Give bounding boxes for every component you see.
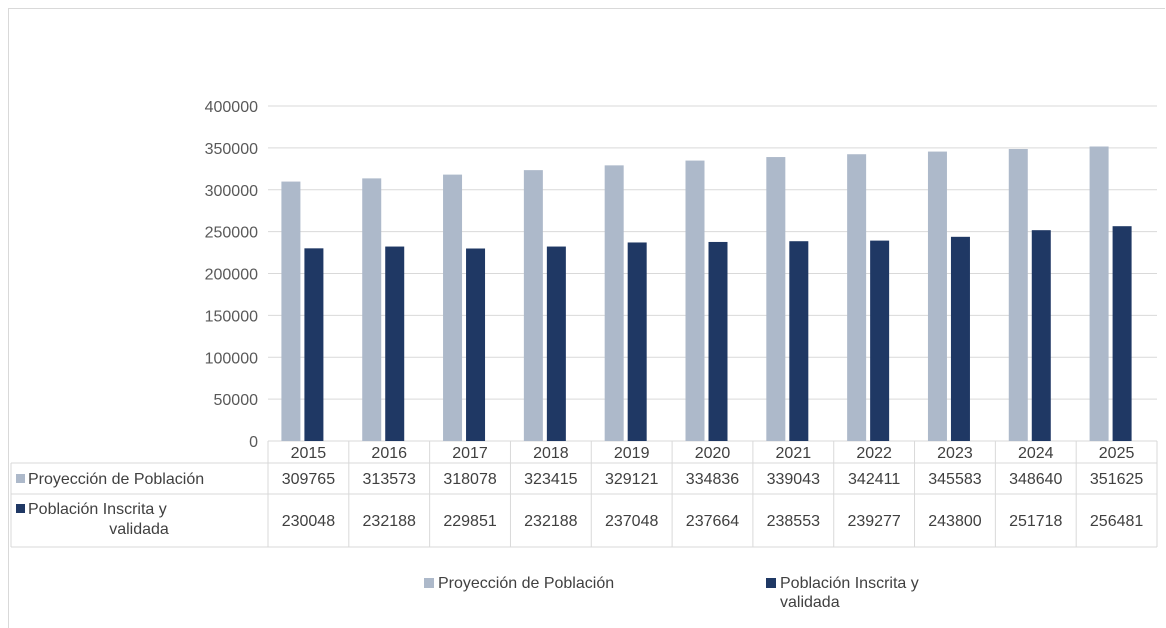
bar-proyeccion (523, 170, 543, 441)
bar-inscrita (385, 246, 405, 441)
table-swatch-proyeccion (16, 474, 25, 483)
chart-canvas: 0 50000 100000 150000 200000 250000 300000 3500… (10, 99, 1158, 548)
y-tick-label: 300000 (205, 183, 258, 200)
table-cell-proyeccion: 309765 (282, 471, 335, 488)
legend-label-inscrita-line2: validada (780, 594, 840, 611)
bar-inscrita (466, 248, 486, 441)
table-row-label-inscrita-line1: Población Inscrita y (28, 501, 167, 518)
table-cell-inscrita: 237048 (605, 513, 658, 530)
table-cell-inscrita: 237664 (686, 513, 739, 530)
table-row-label-proyeccion: Proyección de Población (28, 471, 204, 488)
bar-inscrita (1031, 230, 1051, 441)
legend-label-inscrita: Población Inscrita y validada (780, 574, 919, 612)
x-category-label: 2022 (856, 445, 892, 462)
y-tick-label: 350000 (205, 141, 258, 158)
x-category-label: 2025 (1099, 445, 1135, 462)
table-cell-proyeccion: 334836 (686, 471, 739, 488)
x-category-label: 2018 (533, 445, 569, 462)
bar-inscrita (1112, 226, 1132, 441)
table-cell-inscrita: 232188 (363, 513, 416, 530)
bar-inscrita (546, 246, 566, 441)
bar-inscrita (304, 248, 324, 441)
legend-label-proyeccion: Proyección de Población (438, 575, 615, 592)
table-cell-inscrita: 238553 (767, 513, 820, 530)
table-cell-proyeccion: 351625 (1090, 471, 1143, 488)
y-tick-label: 100000 (205, 350, 258, 367)
x-category-label: 2015 (291, 445, 327, 462)
x-category-label: 2024 (1018, 445, 1054, 462)
legend-swatch-proyeccion (424, 578, 434, 588)
x-category-label: 2019 (614, 445, 650, 462)
bar-proyeccion (362, 178, 382, 441)
bar-proyeccion (847, 154, 867, 442)
table-cell-inscrita: 256481 (1090, 513, 1143, 530)
chart-legend: Proyección de Población Población Inscri… (0, 566, 1166, 616)
legend-item-inscrita: Población Inscrita y validada (766, 574, 919, 612)
legend-item-proyeccion: Proyección de Población (424, 574, 614, 593)
table-cell-proyeccion: 342411 (848, 471, 900, 488)
y-tick-label: 400000 (205, 99, 258, 116)
bar-proyeccion (1089, 146, 1109, 441)
bar-proyeccion (766, 157, 786, 441)
bar-proyeccion (443, 174, 463, 441)
table-cell-inscrita: 239277 (847, 513, 900, 530)
x-category-label: 2021 (776, 445, 812, 462)
bar-inscrita (870, 240, 890, 441)
bar-proyeccion (685, 160, 705, 442)
table-cell-inscrita: 230048 (282, 513, 335, 530)
table-cell-proyeccion: 348640 (1009, 471, 1062, 488)
bar-proyeccion (927, 151, 947, 442)
bar-proyeccion (1008, 149, 1028, 441)
table-cell-proyeccion: 313573 (363, 471, 416, 488)
bar-inscrita (627, 242, 647, 441)
x-category-label: 2016 (371, 445, 407, 462)
y-tick-label: 250000 (205, 225, 258, 242)
table-cell-inscrita: 243800 (928, 513, 981, 530)
legend-swatch-inscrita (766, 578, 776, 588)
table-cell-proyeccion: 345583 (928, 471, 981, 488)
bar-inscrita (708, 241, 728, 441)
bar-proyeccion (281, 181, 301, 441)
bar-inscrita (789, 241, 809, 441)
legend-label-inscrita-line1: Población Inscrita y (780, 575, 919, 592)
table-cell-inscrita: 232188 (524, 513, 577, 530)
table-cell-proyeccion: 318078 (443, 471, 496, 488)
chart-frame (8, 8, 1165, 628)
table-cell-proyeccion: 339043 (767, 471, 820, 488)
table-cell-inscrita: 251718 (1009, 513, 1062, 530)
x-category-label: 2023 (937, 445, 973, 462)
table-cell-inscrita: 229851 (443, 513, 496, 530)
x-category-label: 2017 (452, 445, 488, 462)
table-cell-proyeccion: 329121 (605, 471, 658, 488)
table-cell-proyeccion: 323415 (524, 471, 577, 488)
x-category-label: 2020 (695, 445, 731, 462)
table-row-label-inscrita-line2: validada (109, 521, 169, 538)
table-swatch-inscrita (16, 504, 25, 513)
y-tick-label: 150000 (205, 308, 258, 325)
y-tick-label: 200000 (205, 267, 258, 284)
bar-proyeccion (604, 165, 624, 442)
y-tick-label: 0 (249, 434, 258, 451)
y-tick-label: 50000 (214, 392, 259, 409)
bar-inscrita (950, 236, 970, 441)
